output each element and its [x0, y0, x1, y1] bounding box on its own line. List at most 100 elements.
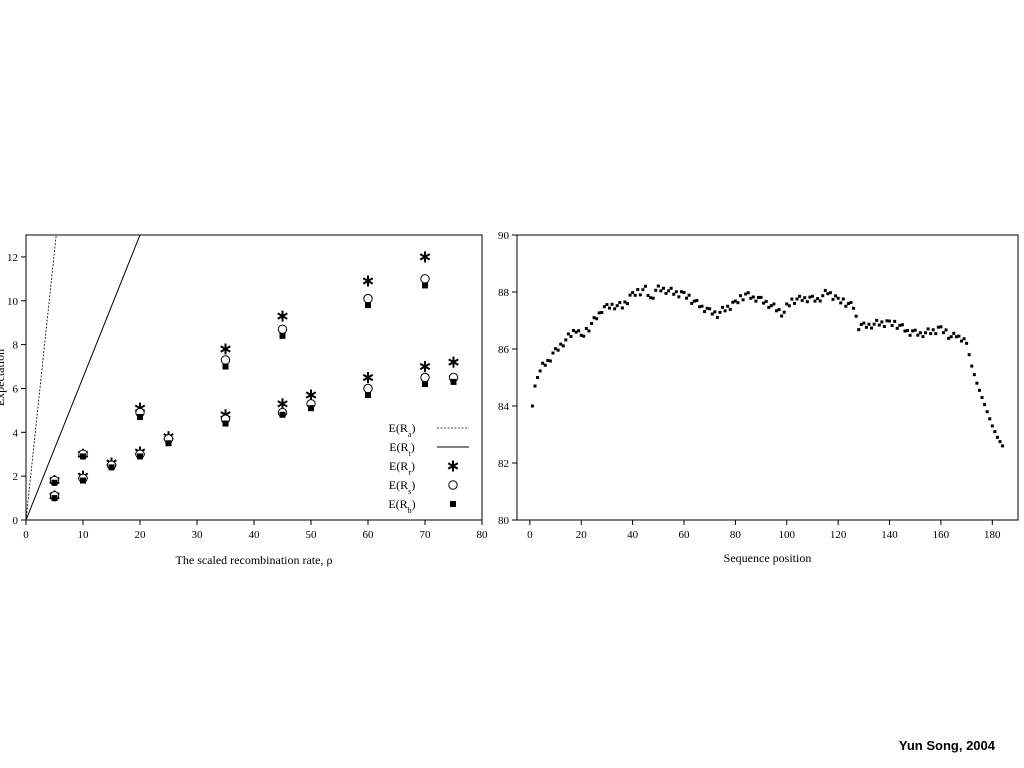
data-point: [592, 316, 596, 320]
data-point: [836, 296, 840, 300]
data-point: [970, 364, 974, 368]
data-point: [419, 361, 431, 373]
data-point: [916, 333, 920, 337]
data-point: [277, 310, 288, 322]
data-point: [782, 310, 786, 314]
data-point: [692, 299, 696, 303]
data-point: [51, 495, 58, 502]
data-point: [762, 301, 766, 305]
y-tick-label: 2: [13, 471, 19, 483]
star-stroke: [277, 400, 288, 408]
data-point: [279, 332, 286, 339]
x-tick-label: 30: [192, 529, 204, 541]
data-point: [618, 301, 622, 305]
data-point: [936, 325, 940, 329]
data-point: [828, 291, 832, 295]
data-point: [422, 381, 428, 388]
data-point: [849, 300, 853, 304]
data-point: [584, 326, 588, 330]
data-point: [990, 424, 994, 428]
legend-label: E(Ra): [389, 421, 416, 439]
data-point: [703, 310, 707, 314]
data-point: [543, 363, 547, 367]
x-tick-label: 140: [881, 529, 898, 541]
x-tick-label: 50: [306, 529, 318, 541]
x-tick-label: 40: [249, 529, 261, 541]
data-point: [165, 440, 172, 447]
data-point: [995, 435, 999, 439]
data-point: [805, 300, 809, 304]
data-point: [564, 338, 568, 342]
x-axis-label: The scaled recombination rate, ρ: [176, 553, 333, 567]
star-stroke: [305, 391, 317, 399]
data-point: [623, 300, 627, 304]
data-point: [546, 358, 550, 362]
data-point: [365, 302, 371, 309]
data-point: [941, 331, 945, 335]
sequence-position-chart: 0 20 40 60 80 100 120 140 160 180 80 82 84 86 88 90 Sequ…: [498, 230, 1019, 565]
data-point: [872, 322, 876, 326]
y-tick-label: 84: [498, 401, 510, 413]
series-line: [26, 235, 141, 520]
data-point: [780, 314, 784, 318]
data-point: [559, 342, 563, 346]
data-point: [705, 306, 709, 310]
data-point: [137, 453, 143, 460]
data-point: [420, 274, 430, 284]
data-point: [841, 297, 845, 301]
data-point: [810, 294, 814, 298]
data-point: [677, 295, 681, 299]
data-point: [931, 328, 935, 332]
data-point: [659, 289, 663, 293]
data-point: [906, 328, 910, 332]
data-point: [808, 295, 812, 299]
data-point: [674, 290, 678, 294]
data-point: [362, 275, 374, 287]
data-point: [561, 344, 565, 348]
x-tick-label: 180: [984, 529, 1001, 541]
data-point: [826, 292, 830, 296]
data-point: [277, 398, 288, 410]
y-tick-label: 90: [498, 230, 510, 242]
data-point: [448, 356, 459, 368]
x-tick-label: 20: [576, 529, 588, 541]
recombination-chart: 0 10 20 30 40 50 60 70 80 0 2 4 6 8 10 12 The scaled rec…: [0, 234, 488, 567]
data-point: [641, 288, 645, 292]
data-point: [664, 291, 668, 295]
data-point: [363, 293, 373, 304]
x-tick-label: 10: [78, 529, 90, 541]
data-point: [895, 326, 899, 330]
data-point: [857, 328, 861, 332]
x-tick-label: 20: [135, 529, 147, 541]
data-point: [579, 333, 583, 337]
data-point: [898, 323, 902, 327]
data-point: [900, 323, 904, 327]
data-point: [610, 302, 614, 306]
data-point: [939, 325, 943, 329]
data-point: [556, 348, 560, 352]
data-point: [744, 292, 748, 296]
data-point: [590, 321, 594, 325]
data-point: [548, 359, 552, 363]
data-point: [926, 327, 930, 331]
data-point: [308, 405, 314, 412]
data-point: [787, 304, 791, 308]
data-point: [798, 294, 802, 298]
data-point: [697, 305, 701, 309]
data-point: [944, 328, 948, 332]
legend-label: E(Rt): [389, 440, 415, 458]
x-tick-label: 80: [730, 529, 742, 541]
data-point: [792, 301, 796, 305]
data-point: [949, 335, 953, 339]
data-point: [646, 293, 650, 297]
data-point: [880, 320, 884, 324]
sequence-points: [530, 284, 1005, 448]
data-point: [710, 312, 714, 316]
data-point: [795, 297, 799, 301]
data-point: [305, 389, 317, 401]
legend-label: E(Rh): [388, 497, 415, 515]
data-point: [954, 335, 958, 339]
x-tick-label: 160: [933, 529, 950, 541]
data-point: [957, 334, 961, 338]
data-point: [636, 288, 640, 292]
